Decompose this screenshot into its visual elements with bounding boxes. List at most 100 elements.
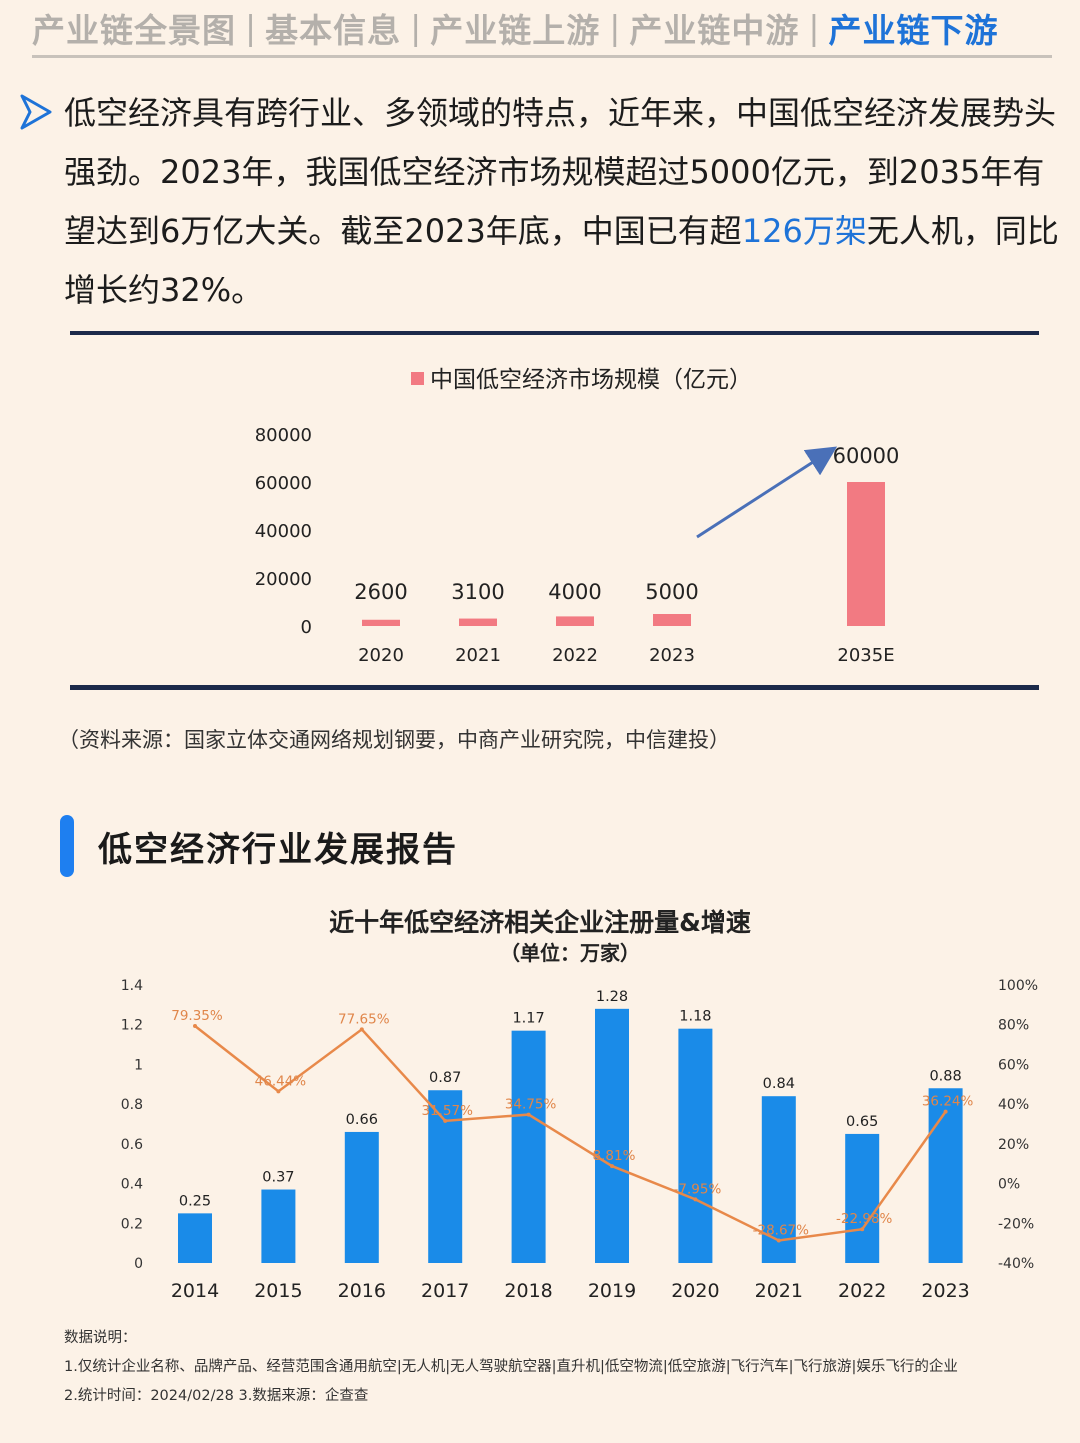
left-y-tick: 0.2: [121, 1216, 143, 1232]
bar-value-label: 0.88: [929, 1068, 961, 1084]
right-y-tick: 40%: [998, 1097, 1029, 1113]
intro-text-part1: 低空经济具有跨行业、多领域的特点，近年来，中国低空经济发展势头强劲。2023年，…: [64, 94, 1057, 250]
bar: [556, 616, 594, 626]
x-tick-label: 2016: [338, 1280, 386, 1302]
right-y-tick: 80%: [998, 1018, 1029, 1034]
growth-point: [526, 1112, 531, 1117]
bar: [459, 618, 497, 626]
notes-line-2: 2.统计时间：2024/02/28 3.数据来源：企查查: [64, 1388, 369, 1404]
bar: [845, 1133, 880, 1263]
left-y-tick: 1.2: [121, 1018, 143, 1034]
x-tick-label: 2023: [649, 645, 695, 666]
registrations-chart-box: 1.4 1.2 1 0.8 0.6 0.4 0.2 0 100% 80% 60% 40% 20% 0% -2…: [0, 965, 1080, 1310]
notes-line-1: 1.仅统计企业名称、品牌产品、经营范围含通用航空|无人机|无人驾驶航空器|直升机…: [64, 1359, 958, 1375]
intro-text: 低空经济具有跨行业、多领域的特点，近年来，中国低空经济发展势头强劲。2023年，…: [64, 84, 1060, 320]
x-tick-label: 2022: [838, 1280, 886, 1302]
bar-value-label: 0.25: [179, 1193, 211, 1209]
bar: [362, 619, 400, 626]
growth-label: 31.57%: [421, 1103, 473, 1119]
right-y-tick: -40%: [998, 1256, 1034, 1272]
x-tick-label: 2014: [171, 1280, 219, 1302]
x-tick-label: 2023: [921, 1280, 969, 1302]
growth-label: -22.98%: [836, 1211, 893, 1227]
x-tick-label: 2019: [588, 1280, 636, 1302]
growth-point: [693, 1197, 698, 1202]
left-y-tick: 0.8: [121, 1097, 143, 1113]
intro-block: 低空经济具有跨行业、多领域的特点，近年来，中国低空经济发展势头强劲。2023年，…: [20, 84, 1060, 320]
bar: [928, 1088, 963, 1263]
x-tick-label: 2022: [552, 645, 598, 666]
legend-swatch: [411, 372, 424, 385]
tab-midstream[interactable]: 产业链中游: [629, 10, 800, 50]
x-tick-label: 2035E: [837, 645, 894, 666]
y-tick-label: 80000: [255, 425, 312, 446]
bar: [178, 1213, 212, 1263]
bar-value-label: 0.84: [763, 1076, 795, 1092]
bar-value-label: 1.28: [596, 989, 628, 1005]
market-size-chart-box: 中国低空经济市场规模（亿元） 80000 60000 40000 20000 0 2600 2…: [70, 331, 1039, 690]
growth-label: 77.65%: [338, 1011, 390, 1027]
left-y-tick: 0: [134, 1256, 143, 1272]
right-y-tick: 100%: [998, 978, 1038, 994]
source-note: （资料来源：国家立体交通网络规划钢要，中商产业研究院，中信建投）: [58, 728, 730, 752]
chart2-title: 近十年低空经济相关企业注册量&增速: [329, 908, 751, 937]
x-tick-label: 2020: [671, 1280, 719, 1302]
growth-point: [943, 1109, 948, 1114]
left-y-tick: 1: [134, 1057, 143, 1073]
right-y-tick: 60%: [998, 1057, 1029, 1073]
growth-label: 79.35%: [171, 1008, 223, 1024]
x-tick-label: 2018: [504, 1280, 552, 1302]
x-tick-label: 2020: [358, 645, 404, 666]
tab-panorama[interactable]: 产业链全景图: [32, 10, 236, 50]
growth-point: [610, 1164, 614, 1169]
left-y-tick: 0.4: [121, 1177, 143, 1193]
growth-line: [194, 1025, 947, 1242]
growth-label: 34.75%: [505, 1097, 557, 1113]
growth-label: 8.81%: [593, 1148, 636, 1164]
bar-value-label: 0.65: [846, 1114, 878, 1130]
x-tick-label: 2017: [421, 1280, 469, 1302]
growth-point: [776, 1238, 781, 1243]
bar: [678, 1028, 713, 1263]
y-tick-label: 40000: [255, 521, 312, 542]
data-label: 60000: [833, 444, 900, 468]
growth-label: -28.67%: [753, 1223, 810, 1239]
growth-point: [193, 1024, 197, 1029]
tab-separator: |: [609, 8, 621, 47]
data-label: 4000: [548, 580, 601, 604]
growth-label: 36.24%: [922, 1094, 974, 1110]
growth-point: [860, 1227, 865, 1232]
right-y-tick: -20%: [998, 1216, 1034, 1232]
tab-upstream[interactable]: 产业链上游: [430, 10, 601, 50]
bar: [261, 1189, 296, 1263]
growth-point: [359, 1027, 364, 1032]
tab-downstream[interactable]: 产业链下游: [828, 10, 999, 50]
y-tick-label: 60000: [255, 473, 312, 494]
bar-value-label: 0.66: [346, 1112, 378, 1128]
data-label: 5000: [645, 580, 698, 604]
tab-separator: |: [410, 8, 422, 47]
bar-value-label: 1.18: [679, 1009, 711, 1025]
data-label: 2600: [354, 580, 407, 604]
tab-basic-info[interactable]: 基本信息: [265, 10, 402, 50]
legend-label: 中国低空经济市场规模（亿元）: [430, 367, 752, 393]
registrations-chart: 1.4 1.2 1 0.8 0.6 0.4 0.2 0 100% 80% 60% 40% 20% 0% -2…: [121, 978, 1038, 1302]
left-y-tick: 0.6: [121, 1137, 143, 1153]
section-header: 低空经济行业发展报告: [60, 815, 458, 877]
left-y-tick: 1.4: [121, 978, 143, 994]
growth-point: [276, 1089, 281, 1094]
market-size-chart: 中国低空经济市场规模（亿元） 80000 60000 40000 20000 0 2600 2…: [255, 367, 900, 666]
right-y-tick: 20%: [998, 1137, 1029, 1153]
y-tick-label: 20000: [255, 569, 312, 590]
section-accent-bar: [60, 815, 74, 877]
chart-bottom-rule: [70, 685, 1039, 690]
intro-text-part2: 无人机，同比增长约32%。: [64, 212, 1059, 309]
trend-arrow: [696, 446, 838, 539]
notes-heading: 数据说明：: [64, 1330, 137, 1346]
x-tick-label: 2021: [455, 645, 501, 666]
tab-separator: |: [245, 8, 257, 47]
data-label: 3100: [451, 580, 504, 604]
chevron-right-icon: [20, 94, 52, 130]
growth-point: [443, 1118, 448, 1123]
tab-bar: 产业链全景图 | 基本信息 | 产业链上游 | 产业链中游 | 产业链下游: [32, 0, 1052, 58]
